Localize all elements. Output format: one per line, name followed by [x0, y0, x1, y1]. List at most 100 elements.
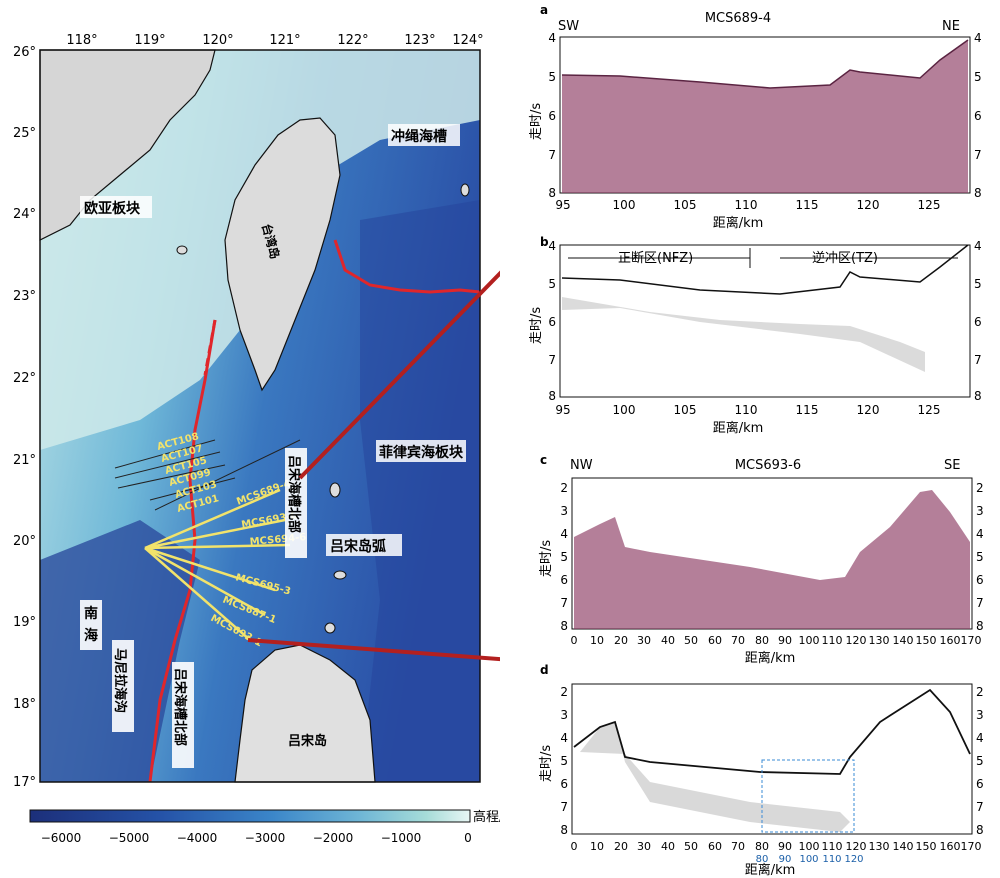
panel-d-xtick: 20 — [614, 840, 628, 853]
panel-b-xtick: 120 — [857, 403, 880, 417]
svg-text:5: 5 — [974, 70, 982, 84]
panel-b-xlabel: 距离/km — [713, 420, 764, 436]
panel-d-ytick: 8 — [560, 823, 568, 837]
svg-text:4: 4 — [976, 527, 984, 541]
panel-d-inset-xtick: 120 — [844, 854, 863, 865]
panel-a-xtick: 95 — [555, 198, 570, 212]
panel-b-xtick: 100 — [613, 403, 636, 417]
colorbar-tick: −3000 — [245, 831, 286, 845]
panel-c-title: MCS693-6 — [735, 458, 801, 473]
panel-d-xtick: 60 — [708, 840, 722, 853]
label-luzon-island: 吕宋岛 — [288, 733, 327, 749]
svg-text:8: 8 — [974, 186, 982, 200]
lat-tick: 17° — [13, 775, 36, 790]
panel-d-xtick: 30 — [637, 840, 651, 853]
lat-tick: 20° — [13, 534, 36, 549]
panel-b-xtick: 110 — [735, 403, 758, 417]
panel-d-ylabel: 走时/s — [539, 745, 554, 782]
panel-c-ytick: 3 — [560, 504, 568, 518]
lon-tick: 118° — [66, 33, 97, 48]
label-south-sea: 海 — [84, 627, 98, 644]
panel-c-xtick: 150 — [916, 634, 937, 647]
panel-b-ytick: 8 — [548, 389, 556, 403]
label-luzon-arc: 吕宋岛弧 — [330, 538, 386, 555]
panel-d-ytick: 2 — [560, 685, 568, 699]
svg-text:8: 8 — [976, 823, 984, 837]
label-north-luzon-trough-south: 吕宋海槽北部 — [172, 668, 188, 746]
panel-a-ytick: 5 — [548, 70, 556, 84]
panel-b-xtick: 115 — [796, 403, 819, 417]
svg-text:3: 3 — [976, 708, 984, 722]
panel-c-ytick: 2 — [560, 481, 568, 495]
svg-text:8: 8 — [974, 389, 982, 403]
panel-b-ytick: 4 — [548, 239, 556, 253]
panel-a-seismic: a SW MCS689-4 NE 95 100 105 110 115 120 … — [529, 3, 982, 231]
svg-text:5: 5 — [976, 754, 984, 768]
panel-d-ytick: 6 — [560, 777, 568, 791]
panel-c-right: SE — [944, 458, 960, 473]
label-philippine: 菲律宾海板块 — [379, 444, 464, 461]
ryukyu-trench — [333, 239, 481, 294]
panel-a-xtick: 110 — [735, 198, 758, 212]
panel-a-ytick: 6 — [548, 109, 556, 123]
lat-tick: 19° — [13, 615, 36, 630]
panel-c-xtick: 90 — [778, 634, 792, 647]
lon-tick: 122° — [337, 33, 368, 48]
panel-c-xtick: 40 — [661, 634, 675, 647]
panel-a-xtick: 125 — [918, 198, 941, 212]
panel-d-xtick: 40 — [661, 840, 675, 853]
panel-c-xlabel: 距离/km — [745, 650, 796, 666]
lat-tick: 25° — [13, 126, 36, 141]
lon-tick: 123° — [404, 33, 435, 48]
colorbar-tick: −2000 — [313, 831, 354, 845]
panel-a-title: MCS689-4 — [705, 11, 771, 26]
colorbar-tick: −1000 — [381, 831, 422, 845]
panel-d-xtick: 70 — [731, 840, 745, 853]
panel-d-ytick: 3 — [560, 708, 568, 722]
panel-d-xtick: 50 — [684, 840, 698, 853]
panel-c-xtick: 100 — [799, 634, 820, 647]
svg-text:6: 6 — [976, 777, 984, 791]
panel-b-ytick: 5 — [548, 277, 556, 291]
panel-a-xtick: 100 — [613, 198, 636, 212]
panel-b-interpretation: b 正断区(NFZ) 逆冲区(TZ) 95 100 105 110 115 12… — [529, 235, 982, 436]
svg-text:4: 4 — [974, 31, 982, 45]
lat-tick: 23° — [13, 289, 36, 304]
bathymetry-map: ACT108 ACT107 ACT105 ACT099 ACT103 ACT10… — [13, 33, 500, 845]
panel-c-ylabel: 走时/s — [539, 540, 554, 577]
panel-c-xtick: 110 — [822, 634, 843, 647]
survey-lines — [144, 488, 291, 641]
panel-b-ytick: 7 — [548, 353, 556, 367]
panel-d-xtick: 110 — [822, 840, 843, 853]
colorbar-unit: 高程/m — [473, 809, 500, 825]
panel-d-xtick: 120 — [846, 840, 867, 853]
panel-a-ylabel: 走时/s — [529, 103, 544, 140]
panel-c-ytick: 5 — [560, 550, 568, 564]
arrow-to-panel-b — [298, 270, 500, 480]
lon-tick: 120° — [202, 33, 233, 48]
luzon-land — [234, 644, 376, 783]
colorbar-tick: −5000 — [109, 831, 150, 845]
svg-text:2: 2 — [976, 481, 984, 495]
arrow-to-panel-d — [247, 638, 500, 662]
panel-c-xtick: 140 — [893, 634, 914, 647]
panel-c-xtick: 0 — [571, 634, 578, 647]
panel-d-inset-xtick: 110 — [822, 854, 841, 865]
panel-d-interpretation: d 0 10 20 30 40 50 60 70 80 90 100 110 1… — [539, 663, 984, 878]
panel-c-xtick: 130 — [869, 634, 890, 647]
panel-d-xlabel: 距离/km — [745, 862, 796, 878]
panel-d-xtick: 170 — [961, 840, 982, 853]
panel-c-xtick: 10 — [590, 634, 604, 647]
panel-c-xtick: 30 — [637, 634, 651, 647]
lat-tick: 26° — [13, 45, 36, 60]
lat-tick: 21° — [13, 453, 36, 468]
panel-a-right: NE — [942, 19, 960, 34]
panel-c-xtick: 160 — [940, 634, 961, 647]
panel-c-xtick: 170 — [961, 634, 982, 647]
panel-d-xtick: 130 — [869, 840, 890, 853]
panel-a-ytick: 7 — [548, 148, 556, 162]
colorbar-tick: −4000 — [177, 831, 218, 845]
svg-text:4: 4 — [976, 731, 984, 745]
panel-d-ytick: 4 — [560, 731, 568, 745]
panel-b-ylabel: 走时/s — [529, 307, 544, 344]
